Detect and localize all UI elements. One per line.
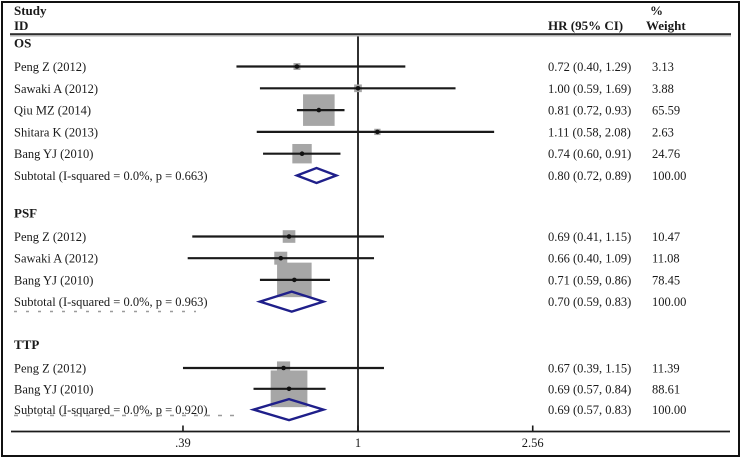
- subtotal-diamond: [249, 397, 328, 422]
- header-weight: Weight: [646, 18, 686, 33]
- subtotal-weight: 100.00: [652, 295, 686, 309]
- header-rule-shadow: [10, 35, 731, 37]
- study-label: Peng Z (2012): [14, 60, 86, 74]
- study-label: Peng Z (2012): [14, 362, 86, 376]
- study-label: Bang YJ (2010): [14, 147, 93, 161]
- point-estimate-marker: [294, 64, 300, 69]
- subtotal-weight: 100.00: [652, 403, 686, 417]
- study-label: Sawaki A (2012): [14, 82, 98, 96]
- header-hr-ci: HR (95% CI): [548, 18, 623, 33]
- group-label: PSF: [14, 206, 37, 221]
- weight-value: 65.59: [652, 104, 680, 118]
- group-label: TTP: [14, 337, 39, 352]
- subtotal-diamond: [293, 166, 340, 185]
- header-id: ID: [14, 18, 28, 33]
- point-estimate-marker: [292, 277, 297, 283]
- group-label: OS: [14, 36, 31, 51]
- subtotal-weight: 100.00: [652, 169, 686, 183]
- weight-value: 11.39: [652, 362, 680, 376]
- weight-value: 88.61: [652, 382, 680, 396]
- point-estimate-marker: [299, 151, 305, 156]
- hr-ci-value: 0.72 (0.40, 1.29): [548, 60, 631, 74]
- point-estimate-marker: [286, 386, 292, 392]
- header-percent: %: [650, 3, 663, 18]
- point-estimate-marker: [316, 107, 322, 113]
- subtotal-hr-ci: 0.69 (0.57, 0.83): [548, 403, 631, 417]
- study-label: Qiu MZ (2014): [14, 104, 91, 118]
- axis-tick-label: 1: [355, 436, 361, 450]
- subtotal-label: Subtotal (I-squared = 0.0%, p = 0.920): [14, 403, 208, 417]
- point-estimate-marker: [286, 234, 292, 239]
- weight-value: 3.13: [652, 60, 674, 74]
- study-label: Bang YJ (2010): [14, 273, 93, 287]
- weight-value: 11.08: [652, 252, 680, 266]
- point-estimate-marker: [355, 86, 361, 91]
- weight-value: 10.47: [652, 230, 680, 244]
- study-label: Shitara K (2013): [14, 125, 98, 139]
- point-estimate-marker: [281, 365, 286, 371]
- subtotal-label: Subtotal (I-squared = 0.0%, p = 0.963): [14, 295, 208, 309]
- hr-ci-value: 0.69 (0.57, 0.84): [548, 382, 631, 396]
- study-label: Sawaki A (2012): [14, 252, 98, 266]
- hr-ci-value: 0.81 (0.72, 0.93): [548, 104, 631, 118]
- hr-ci-value: 0.69 (0.41, 1.15): [548, 230, 631, 244]
- hr-ci-value: 1.00 (0.59, 1.69): [548, 82, 631, 96]
- subtotal-hr-ci: 0.70 (0.59, 0.83): [548, 295, 631, 309]
- subtotal-label: Subtotal (I-squared = 0.0%, p = 0.663): [14, 169, 208, 183]
- header-rule: [10, 33, 731, 36]
- hr-ci-value: 0.71 (0.59, 0.86): [548, 273, 631, 287]
- weight-value: 24.76: [652, 147, 680, 161]
- weight-value: 2.63: [652, 125, 674, 139]
- hr-ci-value: 0.67 (0.39, 1.15): [548, 362, 631, 376]
- study-label: Bang YJ (2010): [14, 382, 93, 396]
- axis-tick-label: .39: [175, 436, 191, 450]
- subtotal-diamond: [255, 290, 328, 313]
- axis-tick-label: 2.56: [522, 436, 544, 450]
- hr-ci-value: 1.11 (0.58, 2.08): [548, 125, 631, 139]
- subtotal-hr-ci: 0.80 (0.72, 0.89): [548, 169, 631, 183]
- weight-value: 78.45: [652, 273, 680, 287]
- study-label: Peng Z (2012): [14, 230, 86, 244]
- header-study: Study: [14, 3, 47, 18]
- point-estimate-marker: [278, 255, 284, 261]
- hr-ci-value: 0.74 (0.60, 0.91): [548, 147, 631, 161]
- weight-value: 3.88: [652, 82, 674, 96]
- hr-ci-value: 0.66 (0.40, 1.09): [548, 252, 631, 266]
- point-estimate-marker: [375, 129, 380, 135]
